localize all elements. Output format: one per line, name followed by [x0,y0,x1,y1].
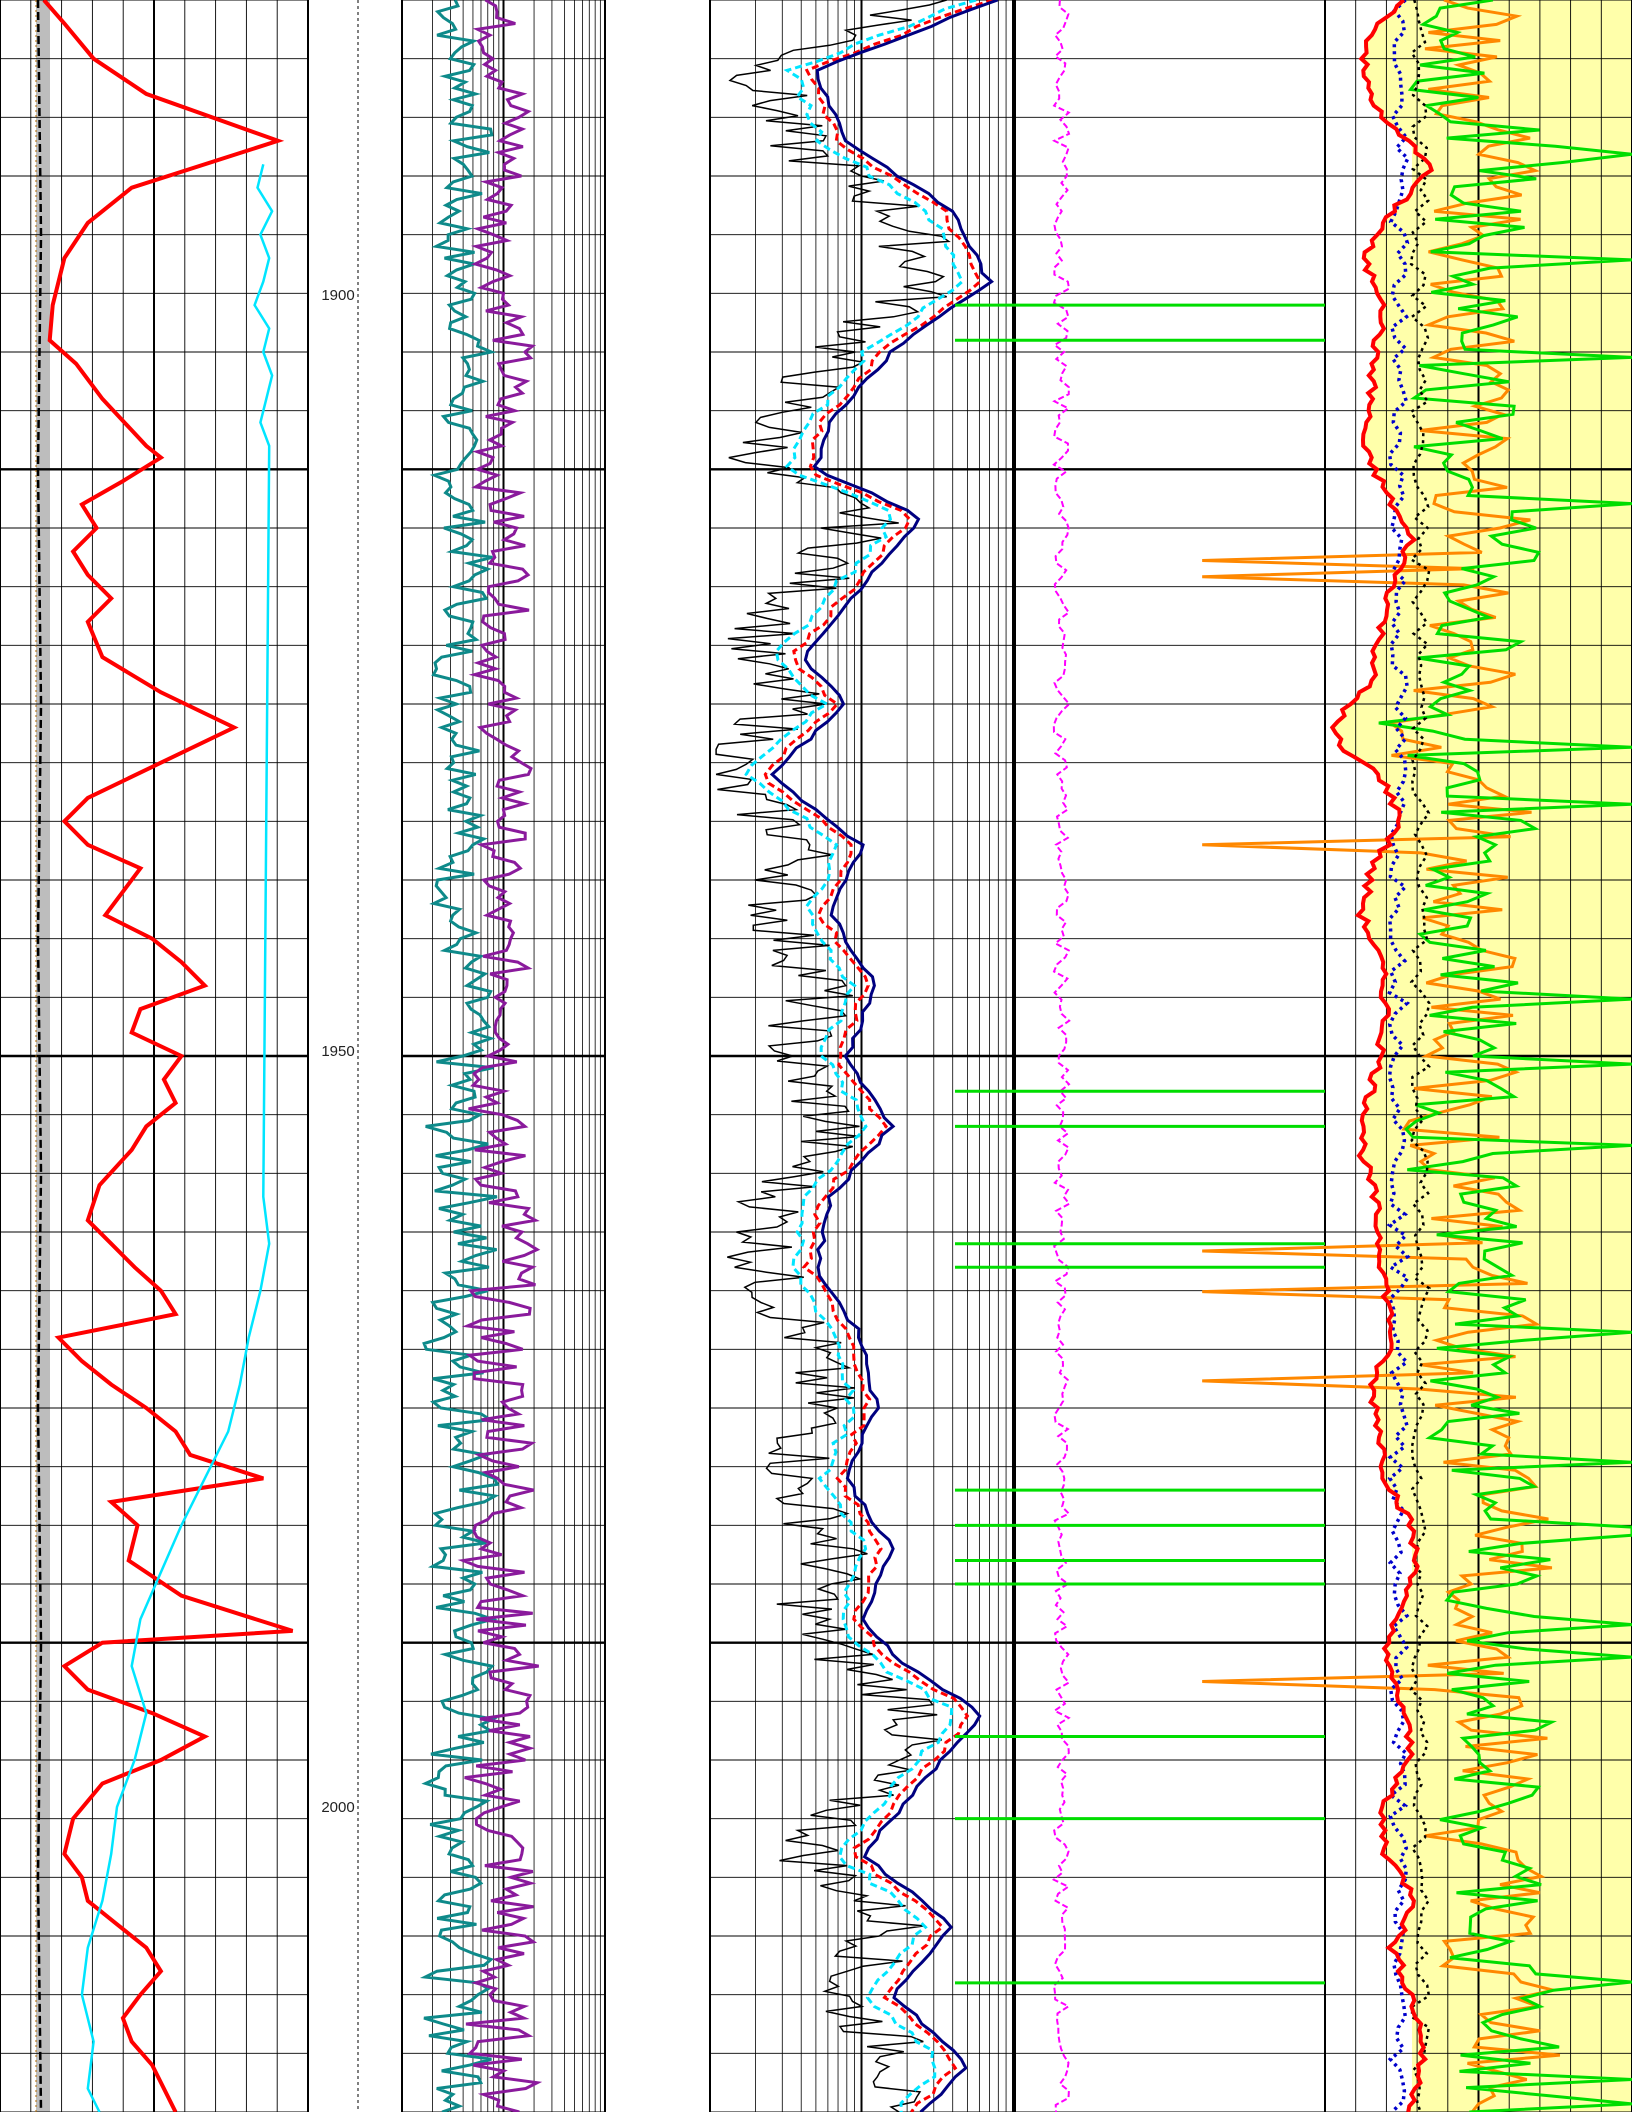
track-3-curve [715,0,951,2112]
track-3-curve [744,0,977,2112]
track-5-red-curve [1329,0,1435,2112]
track-5-dotted-curve [1386,0,1411,2112]
depth-axis: 1900 1950 2000 [321,287,354,1816]
track-1-curve [42,0,294,2112]
track-4-magenta-curve [1051,0,1071,2112]
log-curves [36,0,1632,2112]
track-2-curve [457,0,543,2112]
track-3-curve [763,0,994,2112]
track-5-dotted-curve [1409,0,1431,2112]
track-2-curve [419,0,500,2112]
track-3-curve [769,0,999,2112]
depth-tick-label: 2000 [321,1799,354,1816]
track-1-curve [36,0,43,2112]
track-5-curve [1378,0,1632,2112]
track-5-curve [1202,0,1561,2112]
track-1-curve [80,163,274,2112]
depth-tick-label: 1950 [321,1043,354,1060]
depth-tick-label: 1900 [321,287,354,304]
